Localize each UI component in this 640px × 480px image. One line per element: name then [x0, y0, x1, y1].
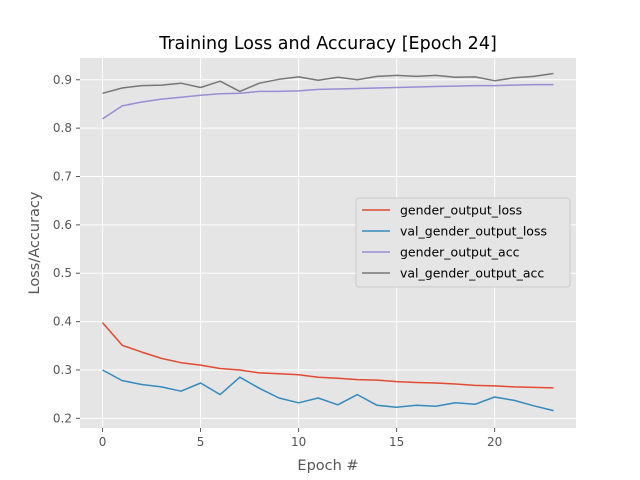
x-tick-label: 20	[487, 435, 502, 449]
legend: gender_output_loss val_gender_output_loss…	[355, 197, 571, 288]
x-tick-label: 0	[99, 435, 107, 449]
chart-title: Training Loss and Accuracy [Epoch 24]	[158, 34, 497, 54]
series-line-val-gender-output-loss	[102, 369, 554, 412]
y-tick-label: 0.3	[53, 363, 72, 377]
y-tick-label: 0.5	[53, 266, 72, 280]
y-axis-ticks: 0.2 0.3 0.4 0.5 0.6 0.7 0.8 0.9	[53, 73, 80, 425]
y-axis-label: Loss/Accuracy	[27, 191, 43, 294]
x-tick-label: 5	[197, 435, 205, 449]
y-tick-label: 0.8	[53, 121, 72, 135]
legend-box	[355, 197, 571, 288]
x-tick-label: 10	[291, 435, 306, 449]
y-tick-label: 0.7	[53, 169, 72, 183]
legend-label: gender_output_loss	[400, 203, 522, 218]
x-tick-label: 15	[389, 435, 404, 449]
y-tick-label: 0.9	[53, 73, 72, 87]
y-tick-label: 0.4	[53, 315, 72, 329]
series-line-val-gender-output-acc	[102, 72, 554, 95]
y-tick-label: 0.6	[53, 218, 72, 232]
series-lines	[101, 72, 554, 412]
x-axis-ticks: 0 5 10 15 20	[99, 428, 502, 449]
legend-label: val_gender_output_acc	[400, 266, 544, 281]
series-line-gender-output-acc	[102, 83, 554, 120]
legend-label: val_gender_output_loss	[400, 224, 547, 239]
legend-label: gender_output_acc	[400, 245, 520, 260]
series-line-gender-output-loss	[101, 322, 554, 389]
y-tick-label: 0.2	[53, 411, 72, 425]
x-axis-label: Epoch #	[297, 458, 358, 474]
